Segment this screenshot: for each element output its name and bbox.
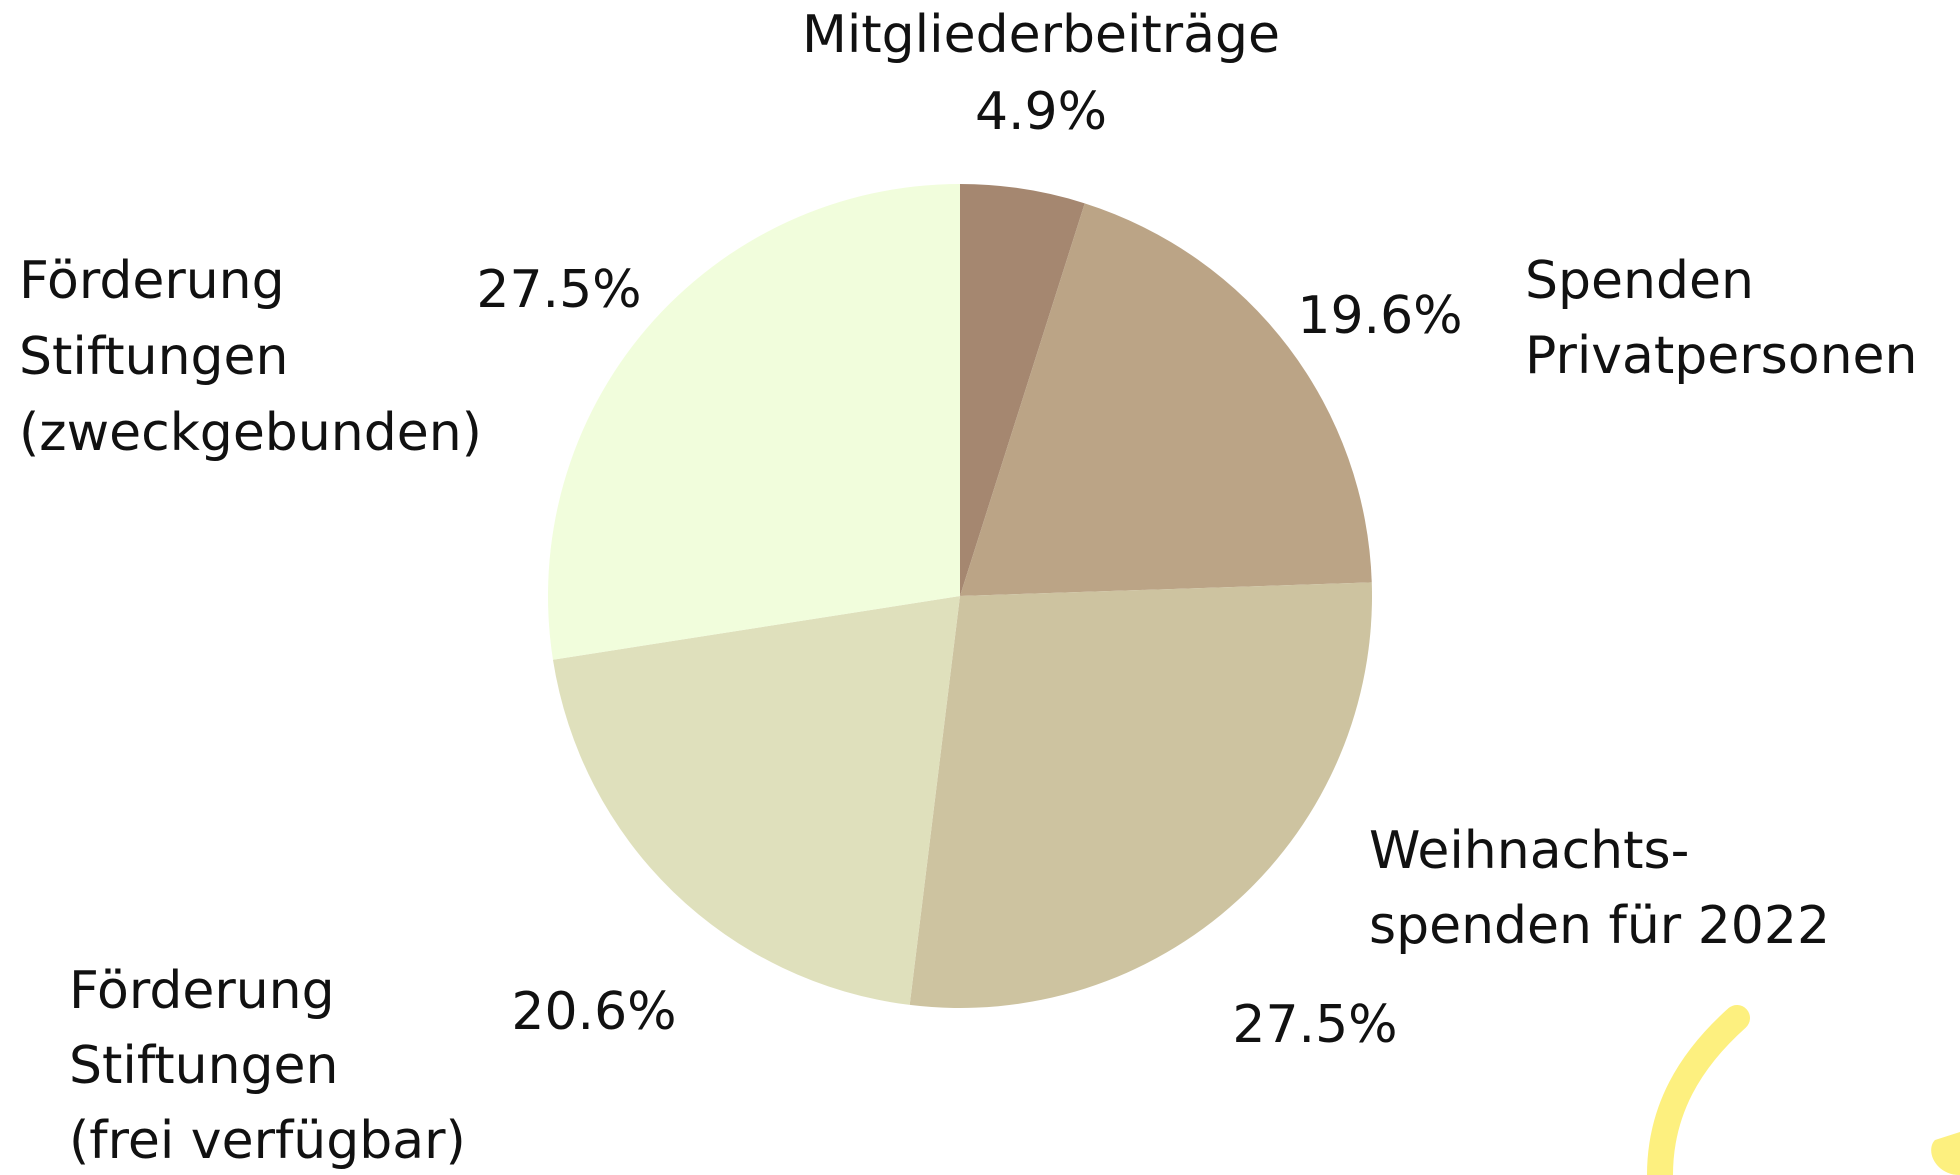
slice-label: (zweckgebunden) xyxy=(19,403,482,463)
slice-label: Stiftungen xyxy=(69,1036,339,1096)
slice-label: Mitgliederbeiträge xyxy=(802,5,1280,65)
value-label: 4.9% xyxy=(975,82,1107,142)
slice-label: Weihnachts- xyxy=(1369,821,1689,881)
value-label: 20.6% xyxy=(511,982,676,1042)
slice-label: (frei verfügbar) xyxy=(69,1111,466,1171)
pie-slice xyxy=(552,596,960,1005)
value-label: 27.5% xyxy=(1232,995,1397,1055)
slice-label: spenden für 2022 xyxy=(1369,896,1830,956)
slice-label: Förderung xyxy=(69,961,335,1021)
pie-slice xyxy=(547,184,960,660)
slice-label: Förderung xyxy=(19,251,285,311)
pie-slice xyxy=(960,184,1085,596)
slice-label: Stiftungen xyxy=(19,327,289,387)
pie-slice xyxy=(909,582,1372,1008)
slice-label: Privatpersonen xyxy=(1525,326,1918,386)
pie-slice xyxy=(960,203,1372,596)
value-label: 19.6% xyxy=(1297,286,1462,346)
slice-label: Spenden xyxy=(1525,251,1754,311)
value-label: 27.5% xyxy=(476,260,641,320)
decoration xyxy=(1647,1005,1960,1175)
